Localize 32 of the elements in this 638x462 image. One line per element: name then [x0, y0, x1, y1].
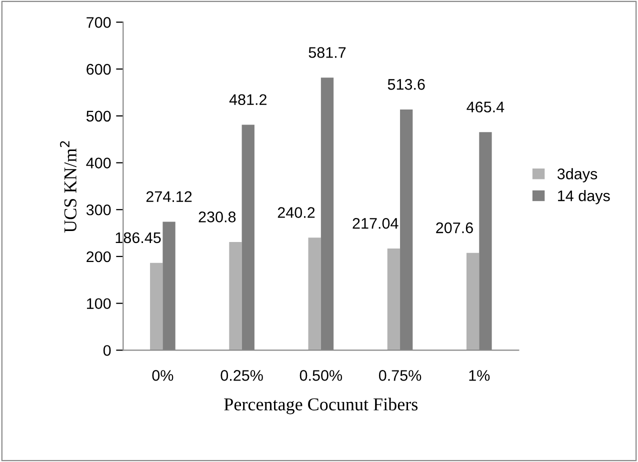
y-tick-label: 600 [86, 64, 111, 75]
y-tick-label: 0 [103, 345, 111, 356]
legend-label: 14 days [558, 190, 610, 204]
y-tick-label: 100 [87, 298, 111, 310]
x-axis-title: Percentage Cocunut Fibers [224, 398, 418, 414]
data-label: 207.6 [436, 222, 473, 234]
data-label: 465.4 [466, 102, 504, 112]
y-tick-label: 700 [86, 17, 111, 28]
data-label: 274.12 [146, 191, 192, 202]
bar [229, 242, 242, 350]
bar [387, 248, 400, 350]
bar [308, 238, 321, 350]
y-tick-label: 200 [86, 251, 111, 262]
data-label: 186.45 [116, 232, 161, 244]
data-label: 581.7 [308, 47, 346, 58]
x-tick-label: 1% [469, 370, 490, 381]
y-tick-label: 500 [86, 110, 111, 122]
bar [466, 252, 480, 350]
legend-label: 3days [557, 168, 598, 182]
data-label: 481.2 [229, 94, 266, 106]
x-tick-label: 0.25% [220, 370, 263, 381]
y-axis-title: UCS KN/m$^{2}$ [60, 141, 76, 233]
bar [150, 262, 163, 350]
x-tick-label: 0.75% [378, 370, 422, 381]
data-label: 513.6 [388, 79, 425, 90]
x-tick-label: 0% [152, 370, 174, 381]
y-tick-label: 400 [86, 158, 111, 168]
y-tick-label: 300 [86, 204, 111, 216]
x-tick-label: 0.50% [300, 370, 342, 381]
data-label: 217.04 [352, 218, 398, 229]
data-label: 230.8 [198, 212, 236, 222]
data-label: 240.2 [278, 207, 315, 218]
